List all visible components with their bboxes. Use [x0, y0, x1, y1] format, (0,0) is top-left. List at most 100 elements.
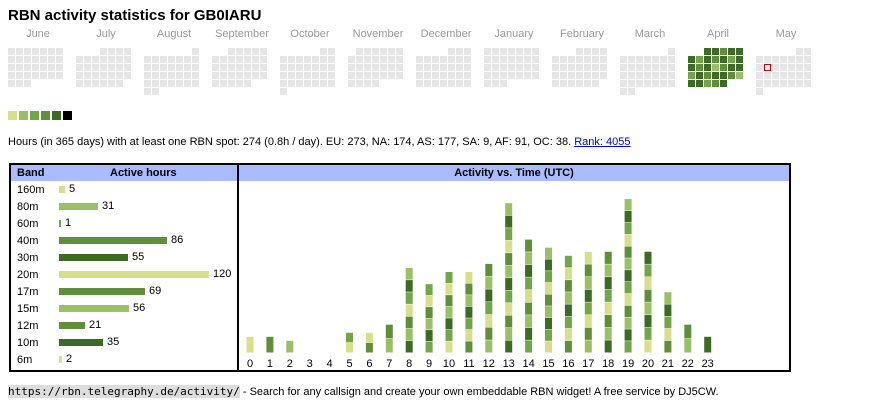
day-cell[interactable]: [260, 64, 267, 71]
day-cell[interactable]: [244, 64, 251, 71]
rank-link[interactable]: Rank: 4055: [574, 136, 631, 148]
day-cell[interactable]: [560, 64, 567, 71]
day-cell[interactable]: [584, 56, 591, 63]
day-cell[interactable]: [320, 80, 327, 87]
day-cell[interactable]: [396, 48, 403, 55]
day-cell[interactable]: [160, 56, 167, 63]
day-cell[interactable]: [116, 72, 123, 79]
day-cell[interactable]: [576, 80, 583, 87]
day-cell[interactable]: [508, 48, 515, 55]
day-cell[interactable]: [628, 72, 635, 79]
day-cell[interactable]: [192, 56, 199, 63]
day-cell[interactable]: [192, 64, 199, 71]
day-cell[interactable]: [644, 80, 651, 87]
day-cell[interactable]: [348, 64, 355, 71]
day-cell[interactable]: [620, 64, 627, 71]
day-cell[interactable]: [432, 56, 439, 63]
day-cell[interactable]: [348, 56, 355, 63]
day-cell[interactable]: [320, 48, 327, 55]
day-cell[interactable]: [780, 80, 787, 87]
day-cell[interactable]: [524, 64, 531, 71]
day-cell[interactable]: [804, 48, 811, 55]
day-cell[interactable]: [116, 48, 123, 55]
day-cell[interactable]: [636, 56, 643, 63]
day-cell[interactable]: [312, 80, 319, 87]
day-cell[interactable]: [652, 72, 659, 79]
day-cell[interactable]: [40, 64, 47, 71]
day-cell[interactable]: [788, 56, 795, 63]
day-cell[interactable]: [796, 48, 803, 55]
day-cell[interactable]: [780, 72, 787, 79]
day-cell[interactable]: [220, 80, 227, 87]
day-cell[interactable]: [24, 56, 31, 63]
day-cell[interactable]: [296, 80, 303, 87]
day-cell[interactable]: [320, 56, 327, 63]
day-cell[interactable]: [24, 80, 31, 87]
day-cell[interactable]: [796, 56, 803, 63]
day-cell[interactable]: [32, 48, 39, 55]
day-cell[interactable]: [168, 56, 175, 63]
day-cell[interactable]: [92, 64, 99, 71]
day-cell[interactable]: [804, 56, 811, 63]
day-cell[interactable]: [364, 72, 371, 79]
day-cell[interactable]: [508, 72, 515, 79]
day-cell[interactable]: [388, 72, 395, 79]
day-cell[interactable]: [16, 48, 23, 55]
day-cell[interactable]: [144, 56, 151, 63]
day-cell[interactable]: [304, 72, 311, 79]
day-cell[interactable]: [728, 72, 735, 79]
day-cell[interactable]: [464, 48, 471, 55]
day-cell[interactable]: [124, 72, 131, 79]
day-cell[interactable]: [108, 64, 115, 71]
day-cell[interactable]: [456, 64, 463, 71]
day-cell[interactable]: [448, 48, 455, 55]
day-cell[interactable]: [492, 80, 499, 87]
day-cell[interactable]: [416, 64, 423, 71]
day-cell[interactable]: [76, 72, 83, 79]
day-cell[interactable]: [712, 80, 719, 87]
day-cell[interactable]: [184, 80, 191, 87]
day-cell[interactable]: [500, 56, 507, 63]
day-cell[interactable]: [484, 48, 491, 55]
day-cell[interactable]: [668, 56, 675, 63]
day-cell[interactable]: [48, 64, 55, 71]
day-cell[interactable]: [668, 64, 675, 71]
day-cell[interactable]: [592, 72, 599, 79]
day-cell[interactable]: [524, 56, 531, 63]
day-cell[interactable]: [780, 56, 787, 63]
day-cell[interactable]: [84, 80, 91, 87]
day-cell[interactable]: [688, 80, 695, 87]
day-cell[interactable]: [228, 80, 235, 87]
day-cell[interactable]: [720, 64, 727, 71]
day-cell[interactable]: [144, 80, 151, 87]
day-cell[interactable]: [600, 72, 607, 79]
day-cell[interactable]: [244, 80, 251, 87]
day-cell[interactable]: [500, 72, 507, 79]
day-cell[interactable]: [48, 56, 55, 63]
day-cell[interactable]: [296, 64, 303, 71]
day-cell[interactable]: [260, 72, 267, 79]
day-cell[interactable]: [296, 56, 303, 63]
day-cell[interactable]: [192, 48, 199, 55]
day-cell[interactable]: [304, 64, 311, 71]
day-cell[interactable]: [660, 64, 667, 71]
day-cell[interactable]: [152, 72, 159, 79]
day-cell[interactable]: [116, 56, 123, 63]
day-cell[interactable]: [764, 56, 771, 63]
day-cell[interactable]: [600, 48, 607, 55]
day-cell[interactable]: [92, 56, 99, 63]
day-cell[interactable]: [116, 64, 123, 71]
day-cell[interactable]: [424, 64, 431, 71]
day-cell[interactable]: [644, 64, 651, 71]
day-cell[interactable]: [772, 80, 779, 87]
day-cell[interactable]: [416, 80, 423, 87]
day-cell[interactable]: [424, 80, 431, 87]
day-cell[interactable]: [212, 80, 219, 87]
day-cell[interactable]: [804, 64, 811, 71]
day-cell[interactable]: [568, 64, 575, 71]
day-cell[interactable]: [456, 80, 463, 87]
day-cell[interactable]: [448, 56, 455, 63]
day-cell[interactable]: [592, 56, 599, 63]
day-cell[interactable]: [192, 80, 199, 87]
day-cell[interactable]: [516, 48, 523, 55]
